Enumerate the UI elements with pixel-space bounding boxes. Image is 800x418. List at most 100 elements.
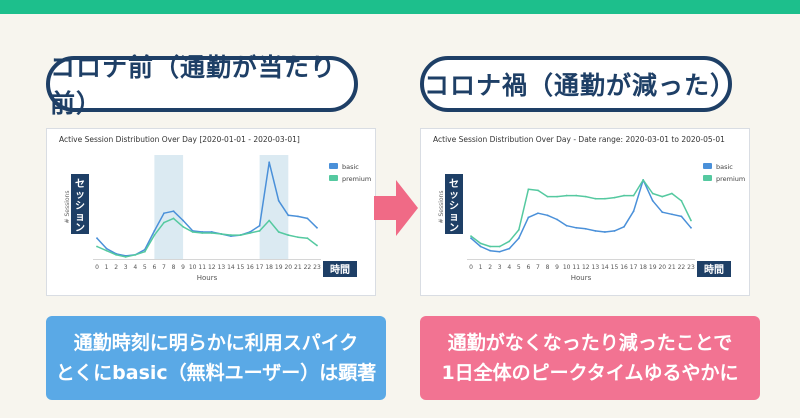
x-tick-label: 15 [611,264,619,271]
x-tick-label: 17 [256,264,264,271]
session-label-char: ョ [75,212,85,223]
x-tick-label: 4 [133,264,137,271]
x-tick-label: 2 [114,264,118,271]
data-point-premium [546,195,549,198]
data-point-basic [96,237,98,240]
session-label-char: シ [75,200,85,212]
x-tick-label: 7 [536,264,540,271]
data-point-basic [470,237,472,240]
data-point-premium [249,232,251,234]
data-point-basic [268,161,271,164]
data-point-basic [651,199,654,202]
session-label-char: ョ [449,212,459,223]
x-tick-label: 23 [687,264,695,271]
data-point-premium [210,232,213,234]
data-point-premium [182,225,184,228]
callout-during-line1: 通勤がなくなったり減ったことで [447,332,733,354]
data-point-premium [680,199,683,202]
x-tick-label: 22 [678,264,686,271]
session-label-char: ッ [449,190,459,201]
x-tick-label: 19 [649,264,657,271]
session-label-char: ン [449,223,459,234]
data-point-premium [172,217,175,220]
data-point-premium [258,230,261,232]
x-tick-label: 12 [208,264,216,271]
data-point-basic [182,219,184,222]
x-tick-label: 3 [498,264,502,271]
session-label-char: セ [449,178,459,190]
x-axis-label: Hours [571,274,592,282]
x-tick-label: 17 [630,264,638,271]
data-point-premium [201,232,204,234]
session-label-box [445,174,463,234]
x-tick-label: 13 [218,264,226,271]
data-point-basic [661,211,664,214]
session-label-char: シ [449,200,459,212]
data-point-basic [565,224,568,227]
data-point-premium [623,194,625,197]
data-point-premium [239,234,242,236]
data-point-basic [613,230,616,232]
data-point-basic [584,227,587,230]
x-tick-label: 0 [469,264,473,271]
series-line-premium [470,179,692,248]
callout-before-line1: 通勤時刻に明らかに利用スパイク [73,332,359,354]
data-point-premium [124,256,127,258]
x-tick-label: 13 [592,264,600,271]
x-axis-label: Hours [197,274,218,282]
data-point-premium [537,189,539,192]
session-label-char: ッ [75,190,85,201]
during-covid-title: コロナ禍（通勤が減った） [420,56,735,112]
data-point-premium [134,253,137,256]
x-tick-label: 6 [526,264,530,271]
legend-swatch-premium [703,175,712,181]
callout-during: 通勤がなくなったり減ったことで 1日全体のピークタイムゆるやかに [420,316,760,400]
x-tick-label: 11 [572,264,580,271]
time-label-box [323,261,357,277]
data-point-premium [651,192,654,195]
data-point-basic [489,249,492,252]
session-label-box [71,174,89,234]
data-point-premium [191,231,194,233]
x-tick-label: 8 [172,264,176,271]
data-point-basic [479,245,482,248]
data-point-premium [316,244,318,247]
commute-highlight-band [154,155,184,259]
data-point-premium [220,233,223,235]
x-tick-label: 16 [620,264,628,271]
chart-panel-during: Active Session Distribution Over Day - D… [420,128,750,296]
data-point-basic [163,212,165,215]
time-label: 時間 [330,263,350,276]
time-label: 時間 [704,263,724,276]
x-tick-label: 7 [162,264,166,271]
legend-label-basic: basic [342,163,359,171]
data-point-basic [517,237,520,240]
data-point-basic [277,199,280,202]
x-tick-label: 2 [488,264,492,271]
x-tick-label: 20 [284,264,292,271]
data-point-premium [632,194,635,197]
data-point-premium [517,228,520,231]
x-tick-label: 18 [639,264,647,271]
y-axis-label: # Sessions [438,191,445,224]
data-point-premium [230,234,232,236]
data-point-basic [296,215,299,218]
x-tick-label: 11 [198,264,206,271]
legend-swatch-basic [703,163,712,169]
data-point-premium [96,245,98,248]
data-point-premium [105,249,108,252]
data-point-premium [470,235,472,238]
x-tick-label: 10 [189,264,197,271]
x-tick-label: 21 [668,264,676,271]
data-point-basic [287,214,290,217]
x-tick-label: 1 [479,264,483,271]
legend-label-basic: basic [716,163,733,171]
data-point-premium [153,234,156,236]
data-point-premium [565,194,568,197]
data-point-basic [527,216,530,219]
chart-title: Active Session Distribution Over Day - D… [433,135,725,144]
data-point-basic [632,210,635,213]
data-point-premium [296,236,299,239]
data-point-premium [479,242,482,245]
data-point-premium [306,237,309,240]
